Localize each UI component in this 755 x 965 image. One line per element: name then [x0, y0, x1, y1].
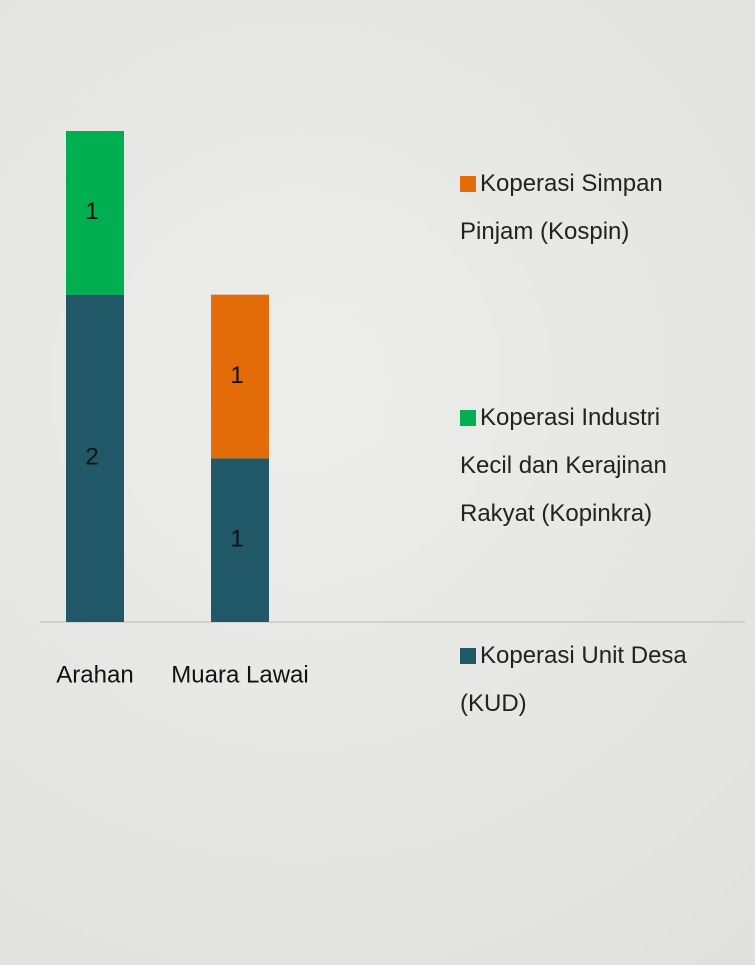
data-label: 1 [230, 526, 243, 553]
legend-swatch [460, 176, 476, 192]
legend-entry: Koperasi Simpan Pinjam (Kospin) [460, 160, 700, 256]
bar-segment [66, 294, 124, 622]
legend-label: Koperasi Industri Kecil dan Kerajinan Ra… [460, 404, 667, 527]
bar-segment [66, 131, 124, 295]
legend-swatch [460, 410, 476, 426]
bar-segment [211, 458, 269, 622]
bar-segment [211, 294, 269, 459]
x-tick-label: Muara Lawai [171, 661, 308, 688]
legend-label: Koperasi Unit Desa (KUD) [460, 642, 687, 717]
legend-swatch [460, 648, 476, 664]
data-label: 1 [230, 362, 243, 389]
x-tick-label: Arahan [56, 661, 133, 688]
legend-entry: Koperasi Unit Desa (KUD) [460, 632, 700, 728]
data-label: 2 [85, 444, 98, 471]
data-label: 1 [85, 198, 98, 225]
legend-entry: Koperasi Industri Kecil dan Kerajinan Ra… [460, 394, 700, 538]
legend-label: Koperasi Simpan Pinjam (Kospin) [460, 170, 663, 245]
